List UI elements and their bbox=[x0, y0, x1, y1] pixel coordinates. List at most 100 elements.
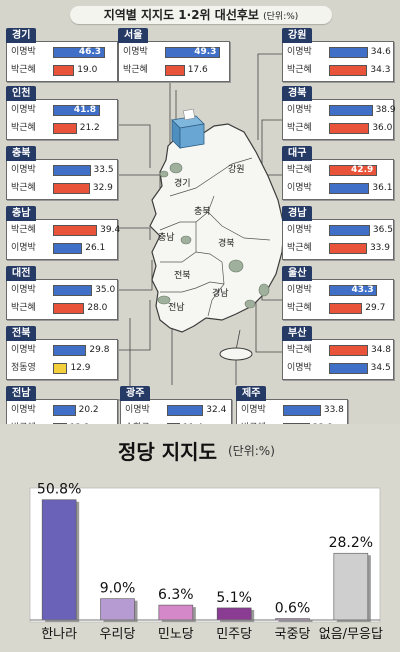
candidate-row: 이명박 26.1 bbox=[7, 241, 117, 256]
region-panel: 이명박 38.9 박근혜 36.0 bbox=[282, 99, 396, 140]
support-bar bbox=[329, 47, 368, 58]
support-bar bbox=[165, 47, 221, 58]
region-panel: 이명박 36.5 박근혜 33.9 bbox=[282, 219, 394, 260]
region-name: 경기 bbox=[6, 28, 37, 43]
region-name: 울산 bbox=[282, 266, 313, 281]
candidate-row: 박근혜 21.2 bbox=[7, 121, 117, 136]
busan-marker bbox=[244, 299, 256, 309]
support-value: 34.8 bbox=[370, 345, 392, 355]
candidate-name: 이명박 bbox=[11, 405, 36, 415]
candidate-row: 박근혜 32.9 bbox=[7, 181, 117, 196]
support-value: 42.9 bbox=[351, 165, 374, 175]
region-name: 강원 bbox=[282, 28, 313, 43]
support-bar bbox=[53, 405, 76, 416]
region-panel: 박근혜 42.9 이명박 36.1 bbox=[282, 159, 394, 200]
chart-title-text: 지역별 지지도 1·2위 대선후보 bbox=[103, 8, 259, 22]
candidate-row: 이명박 32.4 bbox=[121, 403, 231, 418]
candidate-row: 박근혜 33.9 bbox=[283, 241, 393, 256]
support-bar bbox=[53, 65, 75, 76]
region-panel: 이명박 49.3 박근혜 17.6 bbox=[118, 41, 230, 82]
support-value: 36.5 bbox=[372, 225, 393, 235]
party-chart-unit: (단위:%) bbox=[228, 444, 275, 458]
support-value: 43.3 bbox=[351, 285, 374, 295]
party-value-label: 6.3% bbox=[158, 587, 194, 603]
candidate-row: 박근혜 34.8 bbox=[283, 343, 393, 358]
region-panel: 박근혜 34.8 이명박 34.5 bbox=[282, 339, 394, 380]
incheon-marker bbox=[159, 170, 169, 178]
candidate-name: 이명박 bbox=[11, 243, 36, 253]
party-bar bbox=[333, 552, 369, 621]
bar-shadow bbox=[278, 620, 313, 622]
support-bar bbox=[329, 165, 378, 176]
candidate-row: 박근혜 36.0 bbox=[283, 121, 393, 136]
support-bar bbox=[53, 363, 68, 374]
support-value: 12.9 bbox=[70, 363, 91, 373]
support-value: 36.1 bbox=[372, 183, 393, 193]
candidate-name: 박근혜 bbox=[11, 303, 36, 313]
region-name: 부산 bbox=[282, 326, 313, 341]
support-bar bbox=[329, 303, 363, 314]
region-box: 이명박 43.3 박근혜 29.7 울산 bbox=[282, 266, 394, 320]
candidate-name: 박근혜 bbox=[287, 243, 312, 253]
candidate-row: 이명박 35.0 bbox=[7, 283, 117, 298]
region-box: 이명박 34.6 박근혜 34.3 강원 bbox=[282, 28, 394, 82]
support-value: 46.3 bbox=[78, 47, 102, 57]
candidate-name: 박근혜 bbox=[11, 183, 36, 193]
support-bar bbox=[329, 363, 368, 374]
candidate-name: 이명박 bbox=[11, 105, 36, 115]
candidate-row: 이명박 36.1 bbox=[283, 181, 393, 196]
ulsan-marker bbox=[258, 283, 270, 297]
support-bar bbox=[329, 183, 370, 194]
candidate-row: 박근혜 34.3 bbox=[283, 63, 393, 78]
region-box: 이명박 33.5 박근혜 32.9 충북 bbox=[6, 146, 118, 200]
region-name: 경북 bbox=[282, 86, 313, 101]
region-panel: 이명박 34.6 박근혜 34.3 bbox=[282, 41, 394, 82]
daegu-marker bbox=[228, 259, 244, 273]
chart-title-bar: 지역별 지지도 1·2위 대선후보 (단위:%) bbox=[70, 6, 332, 24]
candidate-row: 이명박 49.3 bbox=[119, 45, 229, 60]
region-name: 대구 bbox=[282, 146, 313, 161]
support-bar bbox=[165, 65, 185, 76]
support-value: 39.4 bbox=[100, 225, 121, 235]
candidate-row: 박근혜 19.0 bbox=[7, 63, 117, 78]
region-panel: 박근혜 39.4 이명박 26.1 bbox=[6, 219, 121, 260]
candidate-name: 이명박 bbox=[11, 285, 36, 295]
chart-title-unit: (단위:%) bbox=[263, 12, 299, 22]
candidate-name: 이명박 bbox=[287, 225, 312, 235]
candidate-row: 이명박 29.8 bbox=[7, 343, 117, 358]
region-panel: 이명박 46.3 박근혜 19.0 bbox=[6, 41, 118, 82]
region-name: 인천 bbox=[6, 86, 37, 101]
candidate-name: 이명박 bbox=[11, 47, 36, 57]
support-bar bbox=[53, 285, 93, 296]
region-box: 이명박 49.3 박근혜 17.6 서울 bbox=[118, 28, 230, 82]
candidate-name: 이명박 bbox=[287, 183, 312, 193]
party-category-label: 민주당 bbox=[216, 627, 252, 642]
candidate-name: 이명박 bbox=[287, 47, 312, 57]
support-bar bbox=[329, 65, 368, 76]
support-bar bbox=[329, 225, 370, 236]
candidate-name: 이명박 bbox=[123, 47, 148, 57]
region-name: 전남 bbox=[6, 386, 37, 401]
support-value: 29.7 bbox=[365, 303, 386, 313]
map-label-gyeongbuk: 경북 bbox=[218, 237, 235, 249]
support-value: 33.5 bbox=[93, 165, 114, 175]
candidate-row: 박근혜 39.4 bbox=[7, 223, 121, 238]
candidate-row: 정동영 12.9 bbox=[7, 361, 117, 376]
candidate-row: 이명박 41.8 bbox=[7, 103, 117, 118]
region-box: 박근혜 34.8 이명박 34.5 부산 bbox=[282, 326, 394, 380]
support-bar bbox=[53, 105, 100, 116]
party-category-label: 우리당 bbox=[100, 627, 136, 642]
support-value: 34.3 bbox=[370, 65, 391, 75]
party-category-label: 국중당 bbox=[275, 627, 311, 642]
party-chart-title: 정당 지지도 bbox=[118, 440, 217, 464]
region-box: 이명박 35.0 박근혜 28.0 대전 bbox=[6, 266, 118, 320]
candidate-row: 이명박 33.5 bbox=[7, 163, 117, 178]
candidate-name: 박근혜 bbox=[287, 123, 312, 133]
party-bar bbox=[41, 499, 77, 621]
candidate-row: 박근혜 17.6 bbox=[119, 63, 229, 78]
party-bar bbox=[216, 607, 252, 621]
support-value: 29.8 bbox=[89, 345, 110, 355]
region-panel: 이명박 43.3 박근혜 29.7 bbox=[282, 279, 394, 320]
province-labels: 경기 강원 충남 충북 경북 전북 전남 경남 bbox=[158, 164, 245, 313]
candidate-name: 박근혜 bbox=[123, 65, 148, 75]
